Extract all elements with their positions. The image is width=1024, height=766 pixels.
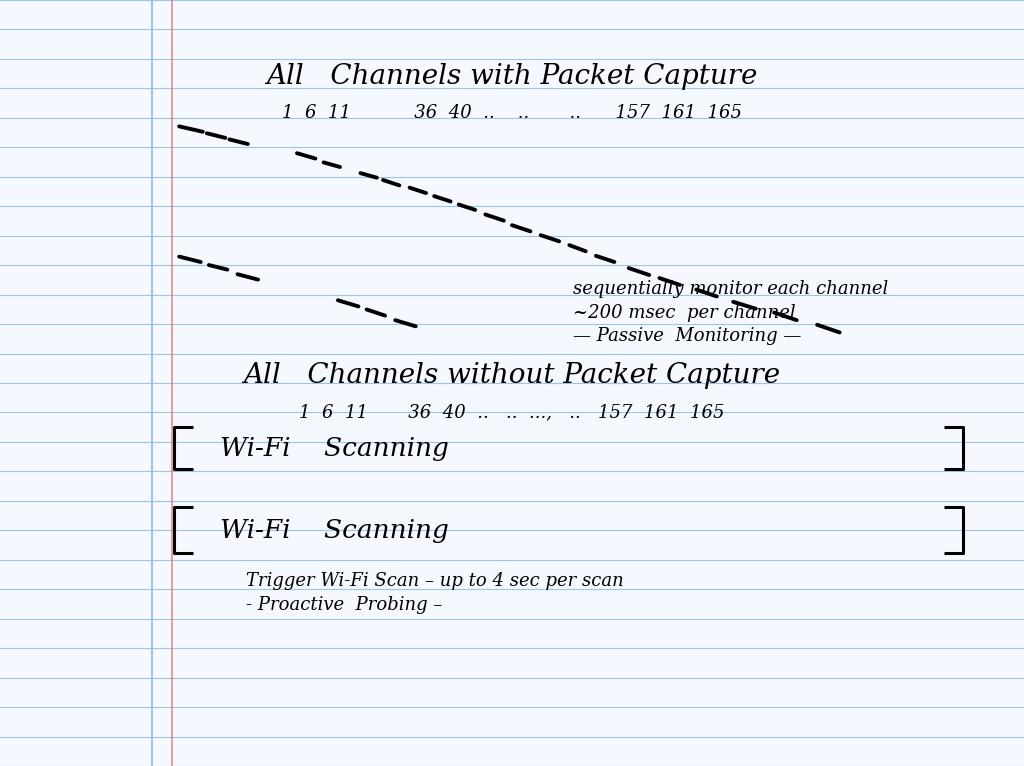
Text: ~200 msec  per channel: ~200 msec per channel: [573, 303, 796, 322]
Text: Trigger Wi-Fi Scan – up to 4 sec per scan: Trigger Wi-Fi Scan – up to 4 sec per sca…: [246, 571, 624, 590]
Text: All   Channels without Packet Capture: All Channels without Packet Capture: [244, 362, 780, 389]
Text: Wi-Fi    Scanning: Wi-Fi Scanning: [220, 436, 450, 460]
Text: sequentially monitor each channel: sequentially monitor each channel: [573, 280, 889, 298]
Text: Wi-Fi    Scanning: Wi-Fi Scanning: [220, 518, 450, 542]
Text: 1  6  11       36  40  ..   ..  ...,   ..   157  161  165: 1 6 11 36 40 .. .. ..., .. 157 161 165: [299, 403, 725, 421]
Text: - Proactive  Probing –: - Proactive Probing –: [246, 596, 442, 614]
Text: — Passive  Monitoring —: — Passive Monitoring —: [573, 327, 802, 345]
Text: All   Channels with Packet Capture: All Channels with Packet Capture: [266, 63, 758, 90]
Text: 1  6  11           36  40  ..    ..       ..      157  161  165: 1 6 11 36 40 .. .. .. 157 161 165: [282, 104, 742, 123]
